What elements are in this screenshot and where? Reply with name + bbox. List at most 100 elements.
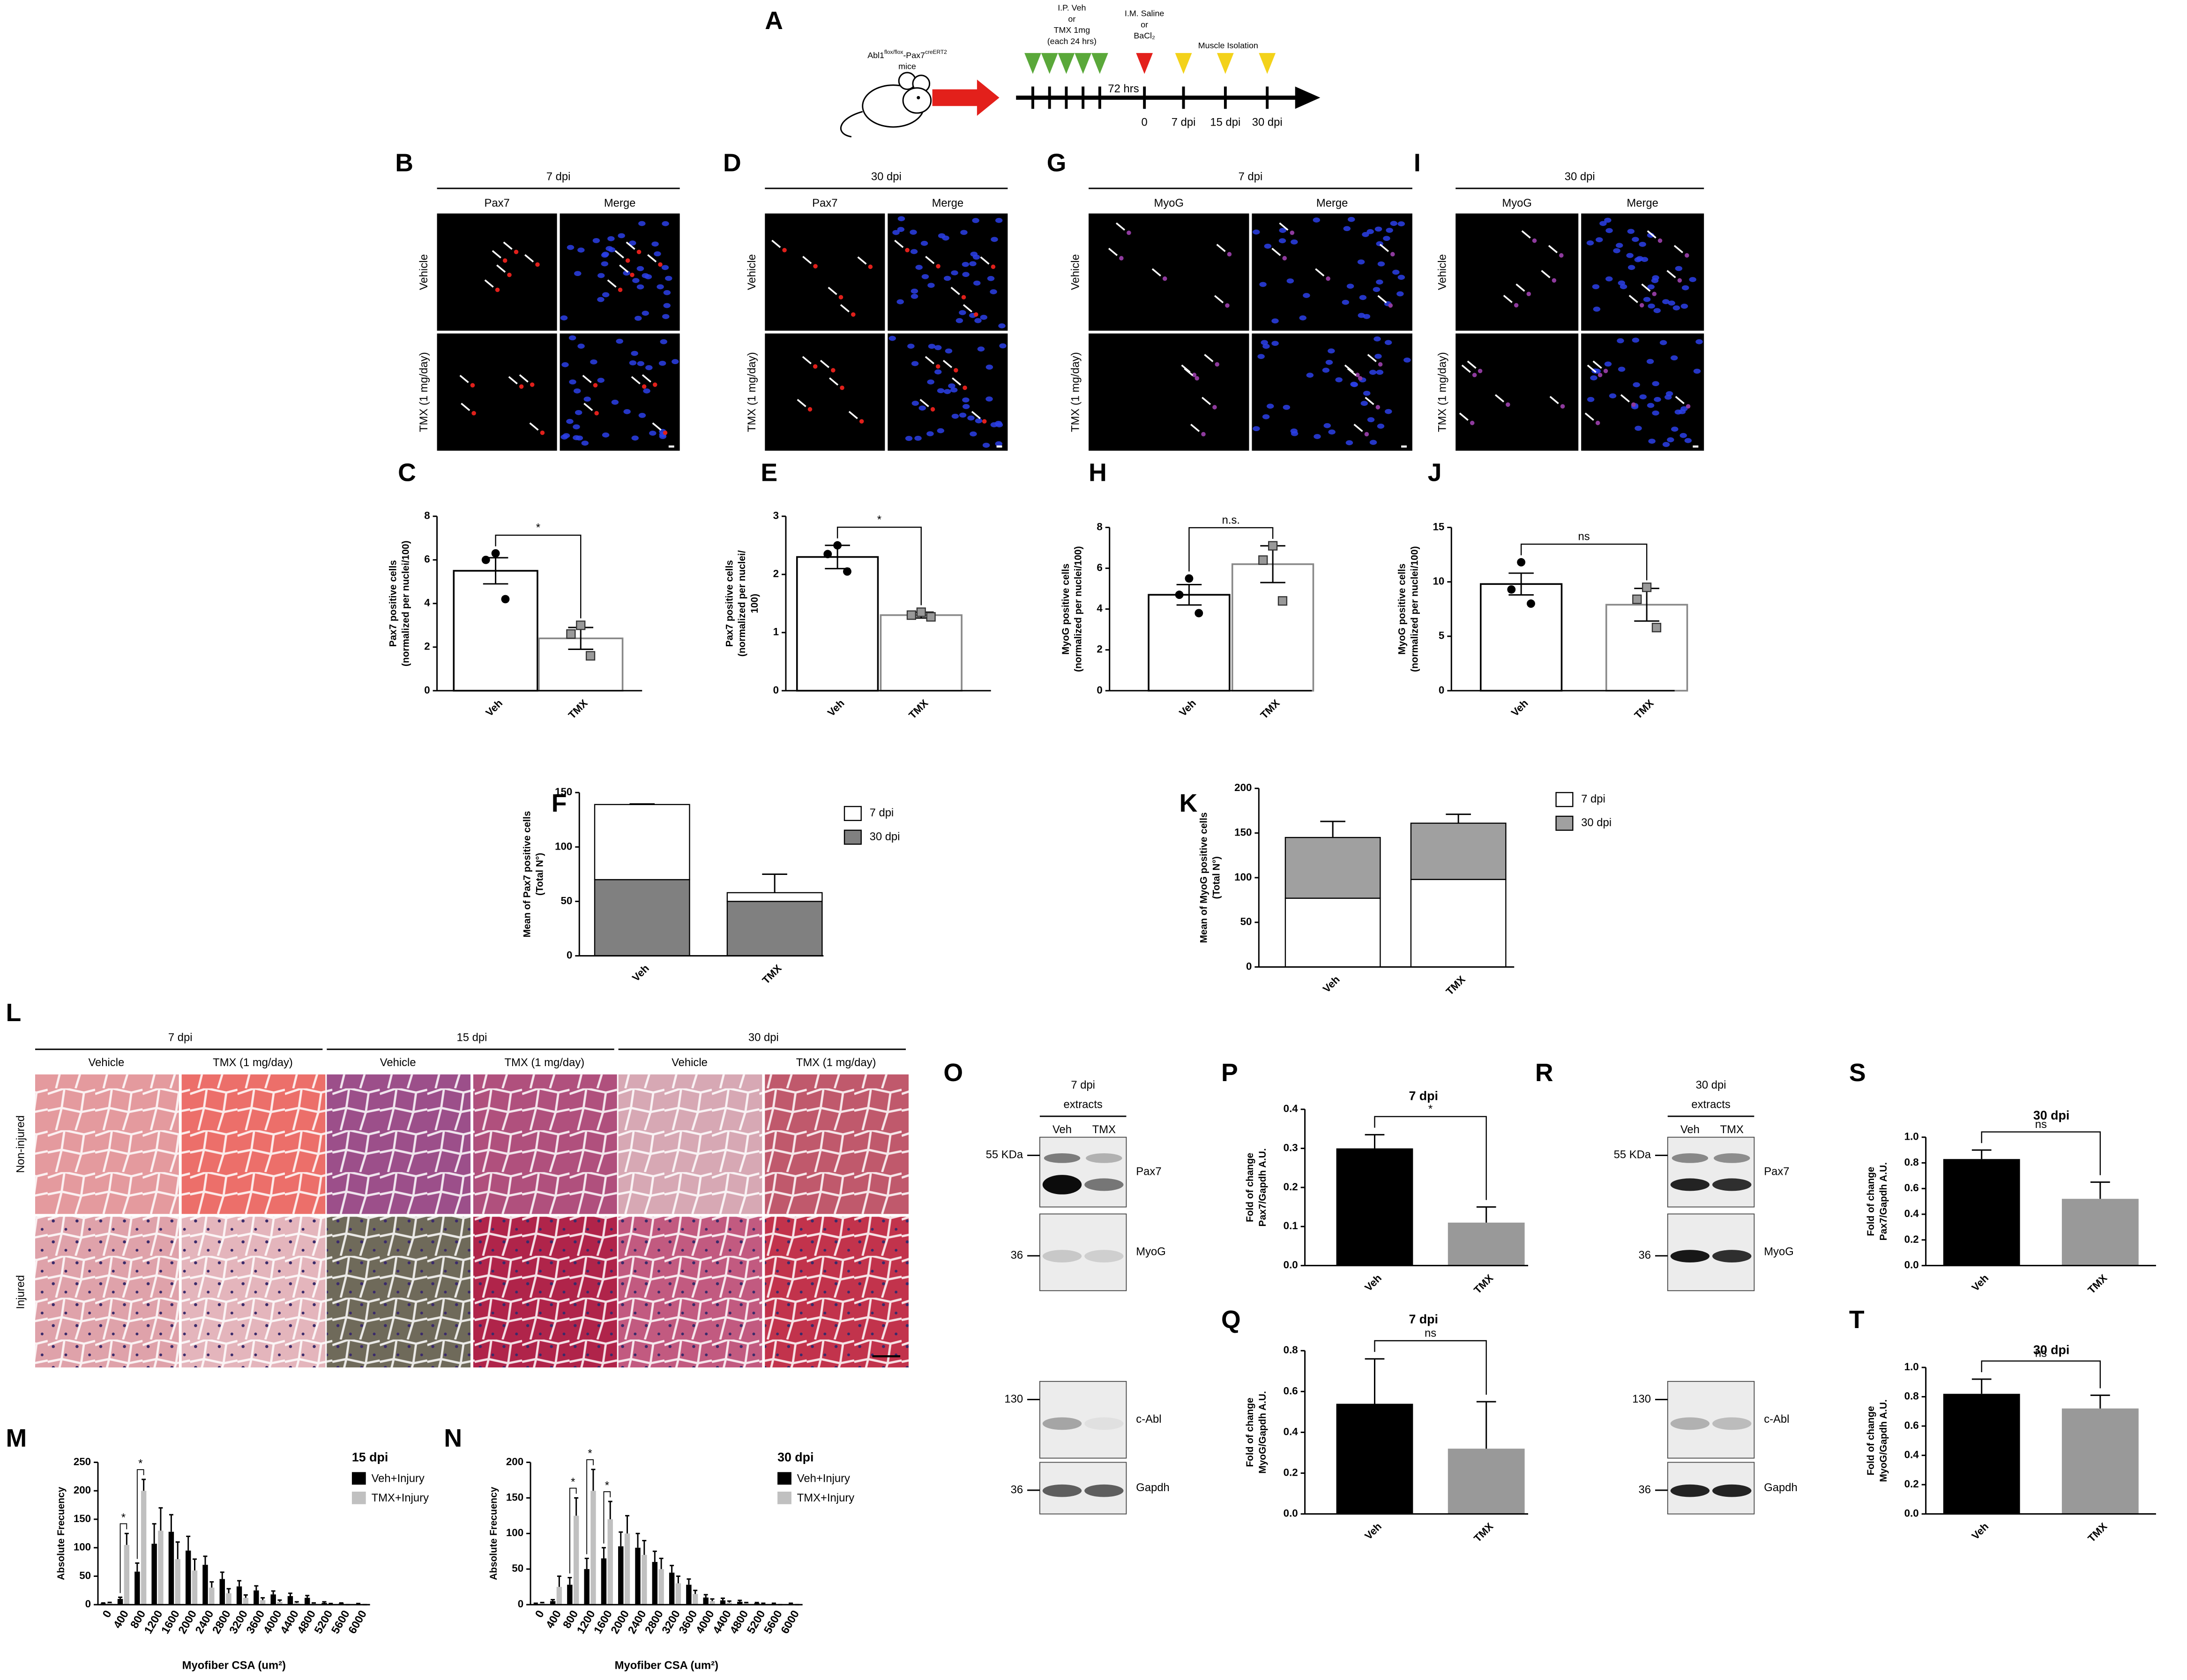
bar — [686, 1584, 692, 1605]
nucleus — [1359, 295, 1367, 300]
positive-cell — [1652, 291, 1657, 296]
x-tick-label: 1600 — [591, 1608, 615, 1636]
stain-image — [437, 213, 557, 331]
significance-bracket — [1981, 1131, 2101, 1175]
band — [1670, 1417, 1710, 1430]
arrow-pointer — [925, 356, 934, 365]
fiber-outline — [765, 1074, 909, 1214]
positive-cell — [961, 295, 966, 300]
nucleus — [955, 318, 963, 323]
legend-label: 30 dpi — [870, 830, 900, 843]
positive-cell — [502, 258, 508, 263]
nucleus — [959, 310, 966, 315]
group-title: 7 dpi — [168, 1031, 193, 1044]
row-label: Injured — [15, 1275, 27, 1309]
y-tick-label: 0.4 — [1904, 1208, 1919, 1219]
band — [1042, 1417, 1082, 1430]
nucleus — [1680, 406, 1688, 411]
y-axis-label: Mean of MyoG positive cells — [1199, 812, 1209, 943]
nucleus — [973, 280, 981, 286]
bar — [270, 1594, 276, 1605]
nucleus — [910, 249, 918, 254]
data-point — [906, 610, 917, 620]
arrow-pointer — [583, 403, 593, 411]
injection-label: or — [1068, 14, 1075, 23]
bar — [642, 1554, 647, 1605]
x-tick-label: TMX — [1444, 973, 1468, 997]
merge-label: Merge — [1316, 197, 1348, 209]
bar — [584, 1569, 590, 1605]
nucleus — [638, 221, 646, 226]
nucleus — [1654, 397, 1661, 402]
nucleus — [962, 272, 970, 277]
nucleus — [1618, 366, 1626, 372]
y-tick-label: 0 — [424, 684, 430, 696]
nucleus — [1670, 355, 1678, 361]
arrow-pointer — [1204, 354, 1214, 362]
marker-label: 130 — [1632, 1393, 1651, 1405]
arrow-pointer — [802, 255, 812, 264]
y-axis-label: MyoG/Gapdh A.U. — [1257, 1391, 1268, 1473]
arrow-pointer — [1214, 295, 1224, 304]
nucleus — [661, 265, 669, 270]
arrow-pointer — [1503, 295, 1513, 303]
y-axis-label: (normalized per nuclei/ — [737, 550, 747, 657]
chart-title: 30 dpi — [2033, 1343, 2069, 1357]
x-tick-label: Veh — [1177, 697, 1198, 719]
nucleus — [659, 434, 667, 439]
data-point — [1277, 596, 1288, 606]
arrow-pointer — [1461, 365, 1471, 373]
y-axis-label: Absolute Frecuency — [488, 1486, 499, 1580]
positive-cell — [1472, 373, 1477, 378]
nucleus — [642, 311, 649, 316]
bar — [556, 1587, 562, 1605]
positive-cell — [813, 364, 818, 369]
bar — [117, 1599, 123, 1605]
significance-label: ns — [1425, 1327, 1436, 1339]
nucleus — [651, 241, 659, 247]
nucleus — [1283, 404, 1291, 410]
y-axis-label: Fold of change — [1245, 1153, 1255, 1222]
y-axis-label: Fold of change — [1245, 1397, 1255, 1467]
arrow-pointer — [459, 374, 469, 383]
injection-marker — [1075, 53, 1092, 74]
positive-cell — [652, 382, 657, 387]
significance-bracket — [136, 1469, 144, 1559]
positive-cell — [963, 385, 967, 390]
x-tick-label: 2000 — [608, 1608, 632, 1636]
nucleus — [607, 236, 615, 241]
nucleus — [618, 233, 625, 239]
x-tick-label: 4000 — [694, 1608, 717, 1636]
panel-letter: T — [1849, 1306, 1865, 1334]
nucleus — [970, 431, 977, 437]
y-tick-label: 150 — [1234, 827, 1252, 838]
nucleus — [962, 404, 970, 409]
nucleus — [896, 299, 904, 305]
row-label: TMX (1 mg/day) — [1436, 352, 1449, 432]
x-tick-label: 5200 — [312, 1608, 336, 1636]
y-tick-label: 200 — [506, 1456, 523, 1467]
nucleus — [602, 432, 610, 438]
merge-image — [888, 213, 1008, 331]
nucleus — [1689, 277, 1696, 282]
isolation-marker — [1175, 53, 1192, 74]
panel-letter: M — [6, 1424, 27, 1452]
nucleus — [1278, 238, 1286, 244]
nucleus — [1279, 228, 1286, 233]
stain-label: MyoG — [1154, 197, 1184, 209]
nucleus — [937, 388, 945, 394]
bar — [287, 1596, 293, 1605]
data-point — [481, 555, 490, 564]
y-tick-label: 100 — [555, 840, 572, 852]
nucleus — [1262, 414, 1270, 419]
y-tick-label: 0.6 — [1904, 1419, 1919, 1431]
positive-cell — [1227, 252, 1232, 257]
nucleus — [616, 338, 623, 344]
blot-title: extracts — [1063, 1098, 1102, 1111]
stain-label: Pax7 — [812, 197, 837, 209]
data-point — [1185, 574, 1194, 583]
nucleus — [920, 240, 928, 246]
band — [1084, 1417, 1124, 1430]
y-tick-label: 0 — [567, 949, 572, 961]
nucleus — [1385, 409, 1392, 414]
